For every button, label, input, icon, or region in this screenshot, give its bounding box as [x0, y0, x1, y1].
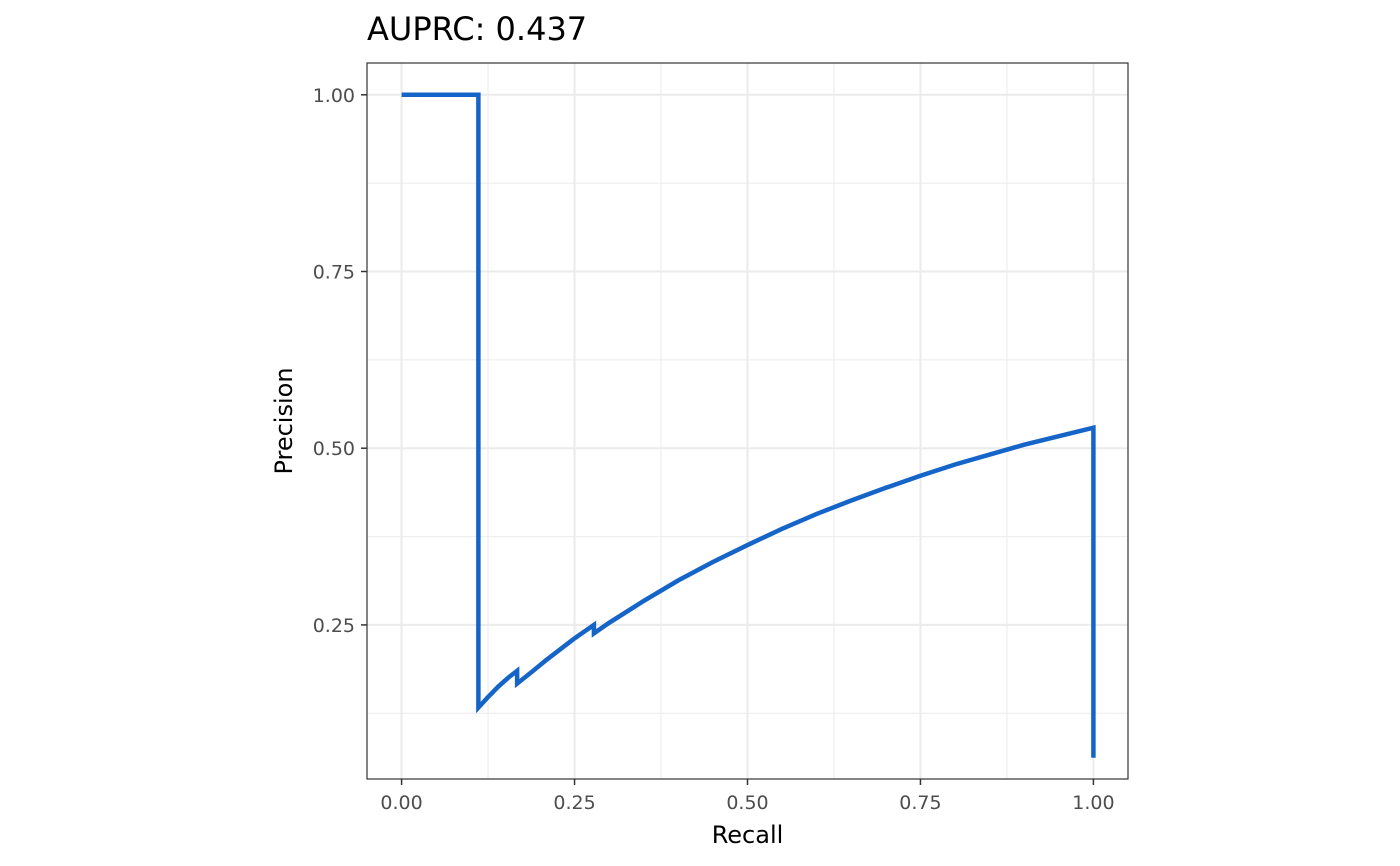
pr-curve-line-0 — [401, 92, 1096, 758]
x-axis: 0.00 0.25 0.50 0.75 1.00 — [380, 779, 1115, 814]
chart-title: AUPRC: 0.437 — [367, 10, 587, 48]
x-tick-label-4: 1.00 — [1072, 792, 1114, 814]
grid-lines — [367, 63, 1128, 779]
x-tick-label-2: 0.50 — [726, 792, 768, 814]
y-tick-label-3: 1.00 — [313, 85, 355, 107]
x-tick-label-3: 0.75 — [899, 792, 941, 814]
y-tick-label-0: 0.25 — [313, 615, 355, 637]
y-axis: 0.25 0.50 0.75 1.00 — [313, 85, 367, 637]
y-axis-title: Precision — [270, 367, 298, 474]
x-axis-title: Recall — [712, 821, 784, 849]
series-layer — [401, 92, 1096, 758]
y-tick-label-2: 0.75 — [313, 262, 355, 284]
y-tick-label-1: 0.50 — [313, 438, 355, 460]
x-tick-label-0: 0.00 — [380, 792, 422, 814]
x-tick-label-1: 0.25 — [553, 792, 595, 814]
